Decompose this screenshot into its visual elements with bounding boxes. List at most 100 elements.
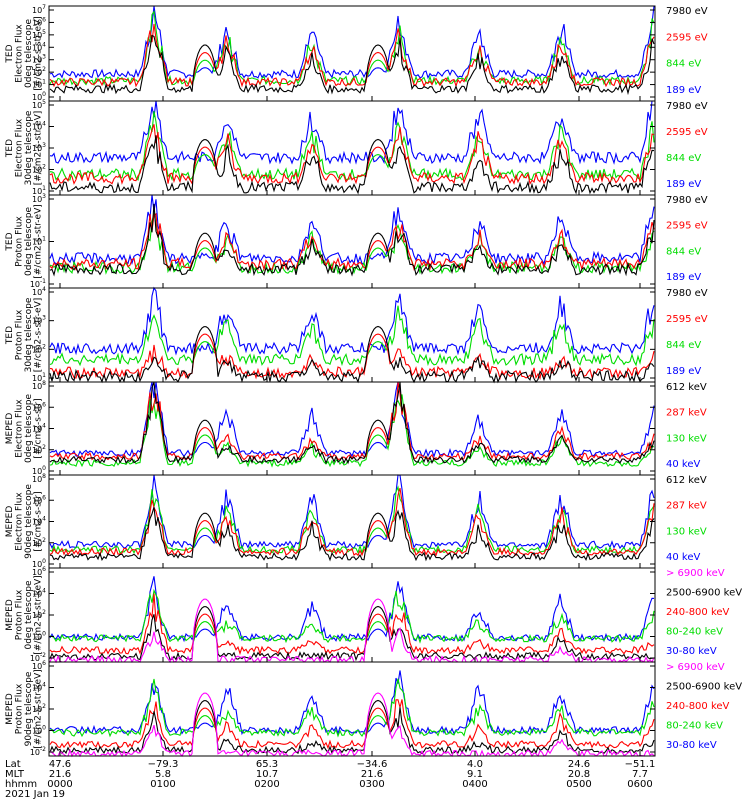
legend: > 6900 keV 2500-6900 keV 240-800 keV 80-240… — [666, 662, 742, 751]
lat-value: −79.3 — [148, 759, 179, 770]
y-label-line: TED — [5, 232, 15, 251]
legend-entry: 189 eV — [666, 272, 701, 283]
y-label-line: 90deg telescope — [24, 484, 34, 559]
y-tick-label: 100 — [32, 558, 46, 569]
series-line--6900-kev — [49, 692, 655, 758]
y-tick-label: 102 — [32, 164, 46, 175]
y-axis-label: MEPED Proton Flux 90deg telescope [#/cm2-s-… — [5, 669, 44, 748]
y-label-line: TED — [5, 326, 15, 345]
series-line-240-800-kev — [49, 593, 655, 656]
legend: 7980 eV 2595 eV 844 eV 189 eV — [666, 6, 708, 96]
panel-frame — [48, 287, 656, 383]
series-line-2500-6900-kev — [49, 699, 655, 755]
series-line-2595-ev — [49, 213, 655, 272]
date-label: 2021 Jan 19 — [5, 789, 65, 800]
legend: > 6900 keV 2500-6900 keV 240-800 keV 80-240… — [666, 568, 742, 657]
y-label-line: [#/cm2-s-str-eV] — [34, 298, 44, 373]
panel-frame — [48, 5, 656, 102]
y-tick-label: 101 — [32, 79, 46, 90]
y-tick-label: 105 — [32, 29, 46, 40]
lat-value: 47.6 — [49, 759, 71, 770]
y-label-line: TED — [5, 44, 15, 63]
y-label-line: Proton Flux — [15, 216, 25, 267]
y-label-line: 90deg telescope — [24, 671, 34, 746]
y-tick-label: 106 — [32, 16, 46, 27]
mlt-value: 7.7 — [632, 769, 648, 780]
y-tick-label: 104 — [32, 121, 46, 132]
series-line-7980-ev — [49, 203, 655, 277]
series-line--6900-kev — [49, 598, 655, 664]
mlt-value: 9.1 — [467, 769, 483, 780]
legend-entry: 287 keV — [666, 408, 707, 419]
legend-entry: 844 eV — [666, 340, 701, 351]
legend: 612 keV 287 keV 130 keV 40 keV — [666, 382, 707, 470]
time-value: 0100 — [150, 779, 175, 790]
series-line-844-ev — [49, 111, 655, 182]
x-axis-table: LatMLThhmm47.621.60000−79.35.8010065.310… — [5, 759, 655, 800]
y-tick-label: 108 — [32, 380, 46, 391]
y-tick-label: 105 — [32, 99, 46, 110]
legend-entry: 844 eV — [666, 59, 701, 70]
series-line-612-kev — [49, 506, 655, 562]
legend-entry: 844 eV — [666, 153, 701, 164]
legend-entry: 844 eV — [666, 246, 701, 257]
series-line-30-80-kev — [49, 576, 655, 643]
series-line-2595-ev — [49, 333, 655, 381]
y-label-line: [#/cm2-s-str-keV] — [34, 669, 44, 748]
mlt-value: 10.7 — [256, 769, 278, 780]
y-tick-label: 10-2 — [30, 746, 46, 757]
legend-entry: > 6900 keV — [666, 662, 725, 673]
legend-entry: 2595 eV — [666, 314, 708, 325]
legend: 612 keV 287 keV 130 keV 40 keV — [666, 475, 707, 563]
legend-entry: 40 keV — [666, 459, 700, 470]
panel-frame — [48, 100, 656, 196]
y-tick-label: 102 — [32, 444, 46, 455]
y-label-line: Electron Flux — [15, 399, 25, 458]
legend-entry: 130 keV — [666, 526, 707, 537]
series-line-612-kev — [49, 381, 655, 465]
y-tick-label: 104 — [32, 588, 46, 599]
y-label-line: [#/cm2-s-str-keV] — [34, 575, 44, 654]
y-tick-label: 104 — [32, 41, 46, 52]
y-tick-label: 100 — [32, 631, 46, 642]
y-label-line: [#/cm2-s-str-eV] — [34, 204, 44, 279]
time-value: 0600 — [627, 779, 652, 790]
legend: 7980 eV 2595 eV 844 eV 189 eV — [666, 288, 708, 377]
series-line-189-ev — [49, 286, 655, 356]
time-value: 0200 — [254, 779, 279, 790]
y-tick-label: 104 — [32, 682, 46, 693]
y-tick-label: 103 — [32, 142, 46, 153]
y-axis-label: MEPED Proton Flux 0deg telescope [#/cm2-s-s… — [5, 575, 44, 654]
y-tick-label: 104 — [32, 516, 46, 527]
lat-value: 24.6 — [568, 759, 590, 770]
y-axis-label: TED Electron Flux 30deg telescope [#/cm2-s-… — [5, 110, 44, 185]
y-tick-label: 104 — [32, 286, 46, 297]
legend-entry: 30-80 keV — [666, 740, 717, 751]
y-label-line: 0deg telescope — [24, 207, 34, 277]
y-tick-label: 10-2 — [30, 652, 46, 663]
series-line-40-kev — [49, 381, 655, 458]
series-line-189-ev — [49, 194, 655, 266]
y-tick-label: 102 — [32, 703, 46, 714]
legend-entry: 7980 eV — [666, 195, 708, 206]
y-label-line: MEPED — [5, 599, 15, 631]
y-tick-label: 106 — [32, 494, 46, 505]
y-tick-label: 108 — [32, 473, 46, 484]
lat-value: 4.0 — [467, 759, 483, 770]
y-tick-label: 103 — [32, 315, 46, 326]
series-line-844-ev — [49, 9, 655, 87]
y-tick-label: 107 — [32, 4, 46, 15]
y-axis-label: TED Proton Flux 0deg telescope [#/cm2-s-str… — [5, 204, 44, 279]
legend-entry: 80-240 keV — [666, 627, 723, 638]
y-label-line: Proton Flux — [15, 309, 25, 360]
legend-entry: 612 keV — [666, 382, 707, 393]
mlt-value: 5.8 — [155, 769, 171, 780]
y-label-line: Proton Flux — [15, 683, 25, 734]
time-value: 0400 — [462, 779, 487, 790]
y-tick-label: 104 — [32, 423, 46, 434]
legend: 7980 eV 2595 eV 844 eV 189 eV — [666, 101, 708, 190]
